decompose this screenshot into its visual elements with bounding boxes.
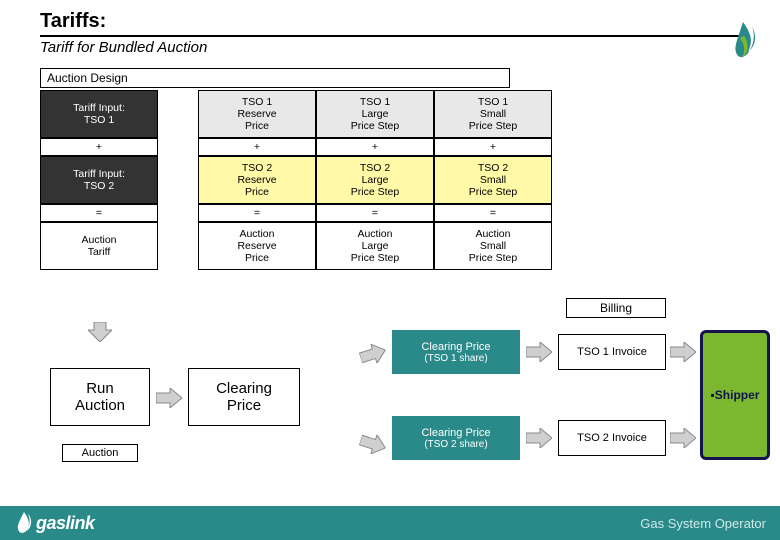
footer: gaslink Gas System Operator <box>0 506 780 540</box>
box-shipper: ▪Shipper <box>700 330 770 460</box>
cell-auction-large: Auction Large Price Step <box>316 222 434 270</box>
box-run-auction: Run Auction <box>50 368 150 426</box>
box-invoice-tso2: TSO 2 Invoice <box>558 420 666 456</box>
op-eq: = <box>40 204 158 222</box>
label-billing: Billing <box>566 298 666 318</box>
section-auction-design: Auction Design <box>40 68 510 88</box>
arrow-down-icon <box>88 322 112 342</box>
arrow-right-icon <box>358 430 389 457</box>
cell-tso1-large: TSO 1 Large Price Step <box>316 90 434 138</box>
box-cp-tso1: Clearing Price (TSO 1 share) <box>392 330 520 374</box>
cell-tso1-small: TSO 1 Small Price Step <box>434 90 552 138</box>
cell-auction-tariff: Auction Tariff <box>40 222 158 270</box>
brand-logo: gaslink <box>14 511 95 535</box>
tariff-grid: Tariff Input: TSO 1 TSO 1 Reserve Price … <box>40 90 740 270</box>
arrow-right-icon <box>670 428 696 448</box>
cell-auction-small: Auction Small Price Step <box>434 222 552 270</box>
cell-tso1-input: Tariff Input: TSO 1 <box>40 90 158 138</box>
box-cp-tso2: Clearing Price (TSO 2 share) <box>392 416 520 460</box>
arrow-right-icon <box>526 342 552 362</box>
flame-logo-icon <box>728 20 758 70</box>
cell-tso2-large: TSO 2 Large Price Step <box>316 156 434 204</box>
page-subtitle: Tariff for Bundled Auction <box>40 37 740 56</box>
arrow-right-icon <box>358 340 389 367</box>
cell-auction-reserve: Auction Reserve Price <box>198 222 316 270</box>
box-invoice-tso1: TSO 1 Invoice <box>558 334 666 370</box>
arrow-right-icon <box>670 342 696 362</box>
cell-tso2-input: Tariff Input: TSO 2 <box>40 156 158 204</box>
cell-tso1-reserve: TSO 1 Reserve Price <box>198 90 316 138</box>
label-auction: Auction <box>62 444 138 462</box>
page-title: Tariffs: <box>40 10 740 37</box>
box-clearing-price: Clearing Price <box>188 368 300 426</box>
flame-icon <box>14 511 34 535</box>
cell-tso2-small: TSO 2 Small Price Step <box>434 156 552 204</box>
arrow-right-icon <box>526 428 552 448</box>
op-plus: + <box>40 138 158 156</box>
cell-tso2-reserve: TSO 2 Reserve Price <box>198 156 316 204</box>
arrow-right-icon <box>156 388 182 408</box>
footer-role: Gas System Operator <box>640 516 766 531</box>
